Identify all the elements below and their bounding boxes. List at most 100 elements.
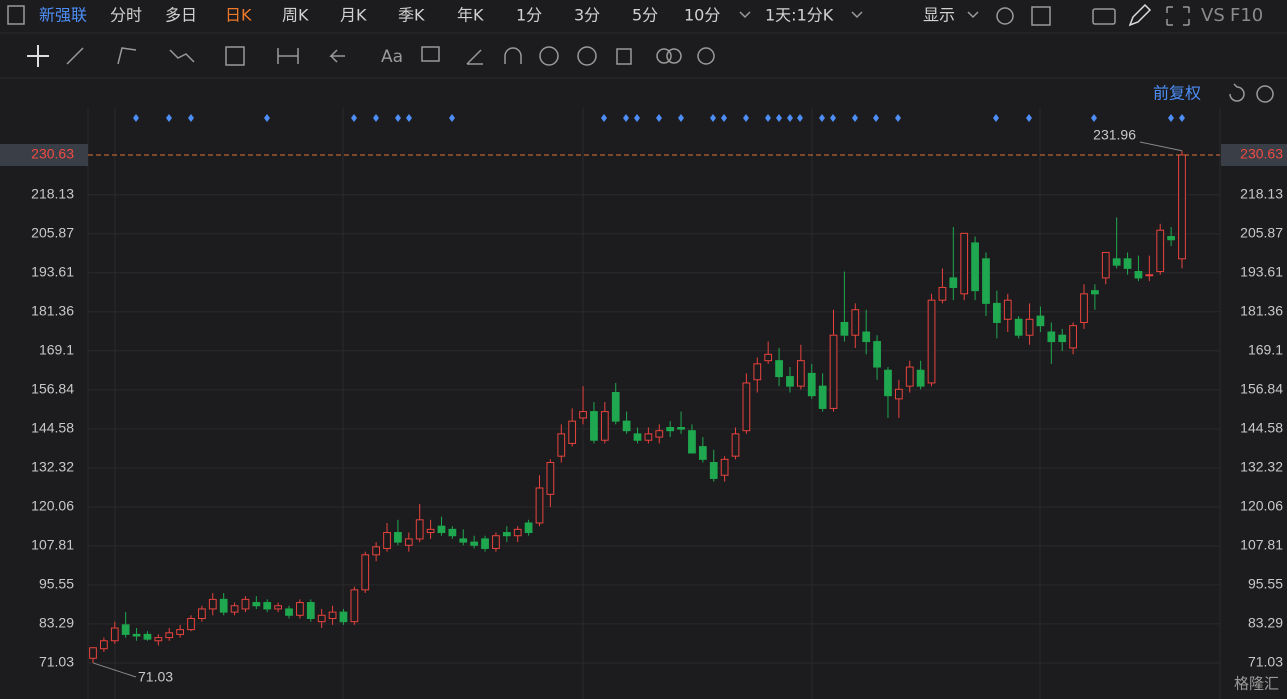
- period-tab[interactable]: 日K: [225, 6, 252, 25]
- arrow-tool[interactable]: [329, 49, 345, 63]
- y-tick-label-right: 169.1: [1248, 342, 1283, 358]
- candle-body: [404, 538, 413, 546]
- wave-tool[interactable]: [169, 49, 195, 63]
- delete-tool[interactable]: [616, 48, 632, 65]
- note-tool[interactable]: [421, 46, 440, 62]
- period-tab[interactable]: 年K: [457, 6, 484, 25]
- measure-tool[interactable]: [277, 48, 299, 64]
- event-marker: [395, 114, 401, 122]
- low-pointer: [92, 662, 137, 678]
- event-marker: [1179, 114, 1185, 122]
- candle-body: [807, 372, 816, 397]
- adjust-mode[interactable]: 前复权: [1153, 84, 1201, 103]
- candle-body: [557, 433, 566, 457]
- candle-body: [219, 598, 228, 613]
- settings-icon[interactable]: [996, 7, 1014, 25]
- sidebar-icon[interactable]: [7, 5, 25, 25]
- y-tick-label: 144.58: [31, 420, 74, 436]
- angle-tool[interactable]: [466, 49, 483, 65]
- event-marker: [656, 114, 662, 122]
- event-marker: [787, 114, 793, 122]
- period-tabs: 分时 多日 日K 周K 月K 季K 年K 1分 3分 5分 10分: [110, 6, 720, 25]
- vs-button[interactable]: VS: [1201, 5, 1225, 26]
- candle-body: [513, 528, 522, 537]
- y-tick-label-right: 107.81: [1240, 537, 1283, 553]
- event-marker: [133, 114, 139, 122]
- y-tick-label: 193.61: [31, 263, 74, 279]
- period-tab[interactable]: 3分: [574, 6, 600, 25]
- zoom-out[interactable]: [1256, 85, 1274, 103]
- candle-body: [502, 532, 511, 537]
- candle-body: [579, 411, 587, 419]
- caret[interactable]: [851, 11, 863, 19]
- compare-tool[interactable]: [656, 48, 672, 64]
- y-tick-label: 95.55: [39, 576, 74, 592]
- chart-settings[interactable]: [697, 47, 715, 65]
- candle-body: [165, 632, 174, 639]
- compare-tool[interactable]: [666, 48, 682, 64]
- fullscreen-icon[interactable]: [1166, 6, 1190, 26]
- candle-body: [448, 528, 457, 537]
- event-marker: [449, 114, 455, 122]
- y-tick-label-right: 181.36: [1240, 302, 1283, 318]
- period-tab[interactable]: 10分: [684, 6, 720, 25]
- text-tool[interactable]: Aa: [381, 47, 403, 67]
- move-tool[interactable]: [27, 45, 49, 67]
- high-pointer: [1139, 141, 1183, 152]
- caret[interactable]: [967, 11, 979, 19]
- magnet-tool[interactable]: [504, 47, 522, 64]
- candle-body: [1134, 271, 1143, 279]
- period-tab[interactable]: 月K: [340, 6, 367, 25]
- reset[interactable]: [1229, 83, 1245, 102]
- y-tick-label: 71.03: [39, 654, 74, 670]
- event-marker: [1026, 114, 1032, 122]
- candle-body: [110, 627, 119, 642]
- y-tick-label-right: 120.06: [1240, 498, 1283, 514]
- event-marker: [873, 114, 879, 122]
- candle-body: [208, 598, 217, 610]
- camera-icon[interactable]: [1092, 8, 1116, 25]
- event-marker: [710, 114, 716, 122]
- event-marker: [601, 114, 607, 122]
- stock-name[interactable]: 新强联: [39, 6, 87, 25]
- display-menu[interactable]: 显示: [923, 6, 955, 25]
- candle-body: [1036, 315, 1045, 327]
- y-tick-label-right: 144.58: [1240, 420, 1283, 436]
- lock-tool[interactable]: [577, 46, 597, 66]
- candle-body: [840, 321, 849, 336]
- period-tab[interactable]: 分时: [110, 6, 142, 25]
- period-tab[interactable]: 多日: [165, 6, 197, 25]
- event-marker: [166, 114, 172, 122]
- y-tick-label: 83.29: [39, 615, 74, 631]
- fib-tool[interactable]: [225, 46, 245, 66]
- period-tab[interactable]: 周K: [282, 6, 309, 25]
- layout-icon[interactable]: [1031, 6, 1051, 26]
- f10-button[interactable]: F10: [1230, 5, 1263, 26]
- event-marker: [819, 114, 825, 122]
- candle-body: [829, 334, 838, 409]
- candle-body: [317, 614, 326, 623]
- more-caret[interactable]: [739, 11, 751, 19]
- last-price-label: 230.63: [31, 146, 74, 162]
- candle-body: [818, 385, 827, 409]
- event-marker: [351, 114, 357, 122]
- event-marker: [406, 114, 412, 122]
- candle-body: [753, 363, 762, 381]
- line-tool[interactable]: [66, 47, 84, 65]
- y-tick-label-right: 132.32: [1240, 459, 1283, 475]
- period-tab[interactable]: 1分: [516, 6, 542, 25]
- candle-body: [894, 388, 903, 400]
- period-tab[interactable]: 季K: [398, 6, 425, 25]
- interval[interactable]: 1天:1分K: [765, 6, 834, 25]
- hide-tool[interactable]: [539, 46, 559, 66]
- candle-body: [731, 433, 740, 457]
- candle-body: [285, 608, 293, 616]
- channel-tool[interactable]: [117, 47, 137, 65]
- y-tick-label: 107.81: [31, 537, 74, 553]
- y-tick-label: 181.36: [31, 302, 74, 318]
- pen-icon[interactable]: [1128, 3, 1152, 27]
- candle-body: [862, 331, 871, 343]
- period-tab[interactable]: 5分: [632, 6, 658, 25]
